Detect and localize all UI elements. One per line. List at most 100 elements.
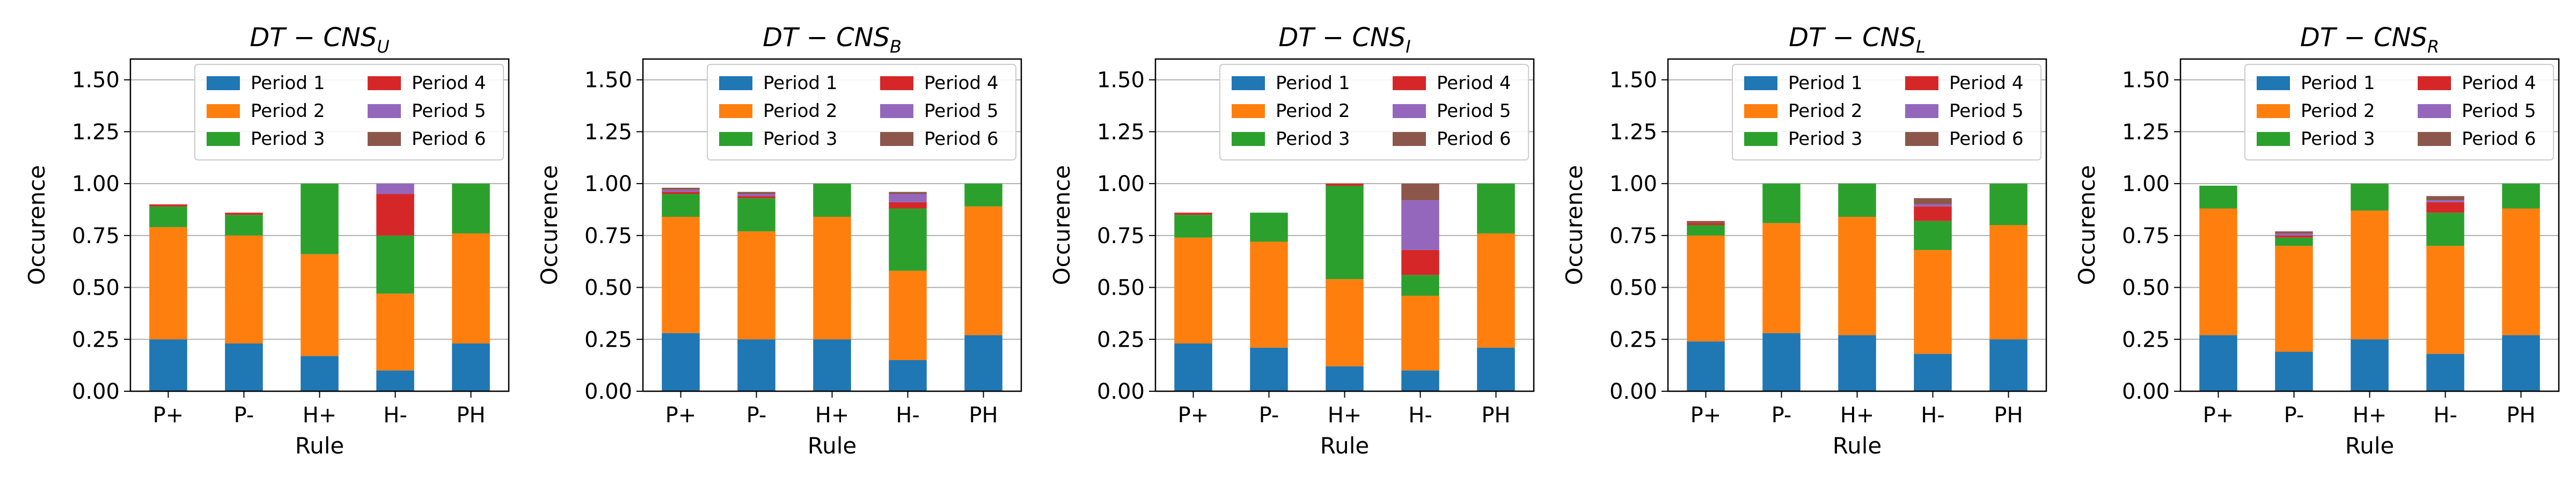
plot-frame <box>1154 58 1535 392</box>
bar-P+-period-4 <box>1687 223 1725 225</box>
bar-H--period-5 <box>376 184 414 194</box>
bar-H--period-5 <box>889 194 927 202</box>
bar-P--period-1 <box>2275 352 2313 391</box>
legend-swatch <box>719 104 752 118</box>
bar-H--period-1 <box>1401 370 1439 391</box>
legend-swatch <box>1232 132 1265 146</box>
bar-PH-period-1 <box>1989 339 2028 391</box>
bar-H--period-4 <box>1401 250 1439 275</box>
bar-H+-period-1 <box>301 356 339 391</box>
y-tick-label: 1.25 <box>1609 120 1657 144</box>
legend-label: Period 4 <box>2462 72 2536 94</box>
legend-swatch <box>2257 132 2290 146</box>
y-tick-label: 1.25 <box>2122 120 2170 144</box>
bar-P+-period-4 <box>662 192 700 194</box>
bar-H+-period-3 <box>1326 185 1364 280</box>
x-tick-label: H+ <box>303 403 337 428</box>
bar-P+-period-3 <box>149 206 187 228</box>
bar-P+-period-3 <box>2199 185 2237 209</box>
legend-swatch <box>719 132 752 146</box>
bar-P--period-3 <box>225 215 263 236</box>
bar-P--period-2 <box>225 235 263 344</box>
x-tick-label: P+ <box>153 403 184 428</box>
legend-label: Period 6 <box>1949 128 2023 150</box>
chart-title: DT − CNSR <box>2300 23 2439 57</box>
legend-label: Period 4 <box>1437 72 1511 94</box>
legend-swatch <box>2257 76 2290 90</box>
bar-H+-period-1 <box>813 339 851 391</box>
y-tick-label: 0.25 <box>1097 327 1145 352</box>
legend-swatch <box>1232 76 1265 90</box>
bar-P--period-2 <box>1250 241 1288 348</box>
bar-P+-period-5 <box>662 189 700 192</box>
bar-P+-period-3 <box>1687 225 1725 236</box>
legend-swatch <box>1905 76 1938 90</box>
legend: Period 1 Period 2 Period 3 Period 4 Period 5… <box>1219 64 1529 160</box>
bar-PH-period-3 <box>964 184 1002 207</box>
y-tick-label: 0.50 <box>72 276 120 301</box>
y-tick-label: 1.25 <box>72 120 120 144</box>
legend-label: Period 4 <box>1949 72 2023 94</box>
y-tick-label: 0.25 <box>2122 327 2170 352</box>
y-tick-label: 1.50 <box>1097 68 1145 93</box>
legend-swatch <box>1393 104 1426 118</box>
bar-P+-period-3 <box>662 194 700 217</box>
bar-P+-period-2 <box>1174 237 1212 344</box>
y-tick-label: 0.75 <box>72 224 120 248</box>
bar-H--period-1 <box>889 360 927 391</box>
bar-H+-period-1 <box>2351 339 2389 391</box>
y-tick-label: 0.25 <box>1609 327 1657 352</box>
bar-H--period-4 <box>2426 202 2464 213</box>
legend-swatch <box>1393 132 1426 146</box>
x-tick-label: P+ <box>1690 403 1722 428</box>
y-tick-label: 0.50 <box>1609 276 1657 301</box>
chart-title-main: DT − CNS <box>2300 23 2427 53</box>
legend-swatch <box>1905 104 1938 118</box>
bar-P+-period-1 <box>2199 335 2237 391</box>
legend-swatch <box>207 132 240 146</box>
y-tick-label: 0.00 <box>72 379 120 404</box>
bar-H+-period-1 <box>1326 366 1364 391</box>
bar-P--period-2 <box>1762 223 1801 333</box>
bar-H--period-3 <box>1914 221 1952 250</box>
y-axis-label: Occurence <box>2074 165 2100 286</box>
bar-P+-period-3 <box>1174 215 1212 238</box>
legend-swatch <box>207 104 240 118</box>
x-tick-label: P+ <box>665 403 697 428</box>
bar-P--period-3 <box>1250 213 1288 242</box>
bar-H+-period-2 <box>2351 210 2389 340</box>
bar-PH-period-2 <box>1477 233 1515 348</box>
y-tick-label: 1.00 <box>72 172 120 196</box>
y-axis-label: Occurence <box>1049 165 1075 286</box>
bar-H--period-4 <box>376 194 414 236</box>
legend-swatch <box>1744 132 1777 146</box>
bar-PH-period-1 <box>2502 335 2540 391</box>
legend-label: Period 3 <box>2301 128 2375 150</box>
bar-P+-period-2 <box>662 217 700 333</box>
bar-P--period-6 <box>737 192 775 194</box>
bar-PH-period-1 <box>452 343 490 391</box>
bar-H+-period-3 <box>2351 184 2389 211</box>
x-tick-label: PH <box>1994 403 2023 428</box>
x-tick-label: P- <box>1772 403 1792 428</box>
legend-label: Period 1 <box>763 72 837 94</box>
bar-H--period-3 <box>1401 275 1439 296</box>
bar-P--period-3 <box>1762 184 1801 223</box>
y-tick-label: 0.50 <box>584 276 632 301</box>
bar-PH-period-2 <box>964 206 1002 335</box>
bar-H--period-4 <box>889 202 927 209</box>
bar-H+-period-2 <box>1838 217 1876 335</box>
legend-label: Period 1 <box>1276 72 1350 94</box>
x-tick-label: H- <box>383 403 407 428</box>
y-tick-label: 0.00 <box>584 379 632 404</box>
bar-P--period-2 <box>737 231 775 340</box>
x-axis-label: Rule <box>2345 433 2394 459</box>
bar-H--period-6 <box>2426 196 2464 201</box>
legend-swatch <box>1232 104 1265 118</box>
legend-label: Period 3 <box>1276 128 1350 150</box>
legend-swatch <box>2418 132 2451 146</box>
bar-P--period-3 <box>737 198 775 232</box>
bar-H--period-4 <box>1914 206 1952 221</box>
chart-title-main: DT − CNS <box>1789 23 1916 53</box>
